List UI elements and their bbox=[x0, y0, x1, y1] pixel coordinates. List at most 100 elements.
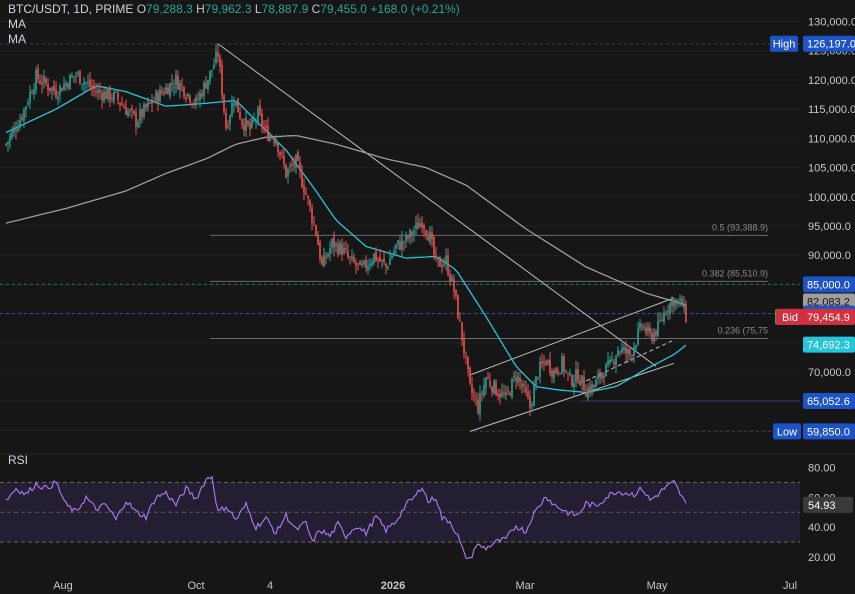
candle-body bbox=[255, 120, 257, 122]
candle-body bbox=[669, 303, 671, 315]
price-tick-label: 70,000.0 bbox=[808, 367, 851, 379]
candle-body bbox=[601, 373, 603, 379]
candle-body bbox=[95, 91, 97, 93]
candle-body bbox=[79, 70, 81, 85]
candle-body bbox=[315, 225, 317, 235]
candle-body bbox=[373, 253, 375, 264]
axis-price-tag bbox=[803, 35, 855, 52]
candle-body bbox=[331, 239, 333, 248]
candle-body bbox=[431, 232, 433, 240]
candle-body bbox=[521, 383, 523, 387]
candle-body bbox=[197, 98, 199, 100]
candle-body bbox=[313, 222, 315, 224]
candle-body bbox=[681, 298, 683, 307]
candle-body bbox=[477, 399, 479, 413]
candle-body bbox=[469, 367, 471, 384]
candle-body bbox=[395, 244, 397, 249]
symbol-label[interactable]: BTC/USDT, 1D, PRIME bbox=[8, 2, 134, 16]
candles bbox=[5, 43, 687, 421]
side-label-text: High bbox=[773, 39, 796, 51]
candle-body bbox=[121, 104, 123, 106]
candle-body bbox=[495, 381, 497, 396]
time-tick-label: May bbox=[647, 580, 668, 592]
candle-body bbox=[295, 154, 297, 169]
close-value: 79,455.0 bbox=[320, 2, 367, 16]
candle-body bbox=[71, 75, 73, 78]
candle-body bbox=[397, 240, 399, 244]
candle-body bbox=[211, 69, 213, 71]
candle-body bbox=[361, 263, 363, 266]
candle-body bbox=[57, 97, 59, 100]
candle-body bbox=[173, 86, 175, 88]
ma-indicator-1[interactable]: MA bbox=[8, 17, 26, 31]
price-tick-label: 115,000.0 bbox=[808, 104, 855, 116]
ma-indicator-2[interactable]: MA bbox=[8, 32, 26, 46]
candle-body bbox=[543, 361, 545, 363]
candle-body bbox=[479, 393, 481, 415]
candle-body bbox=[317, 236, 319, 246]
candle-body bbox=[417, 222, 419, 230]
candle-body bbox=[649, 327, 651, 333]
candle-body bbox=[377, 259, 379, 261]
candle-body bbox=[241, 119, 243, 125]
candle-body bbox=[155, 91, 157, 102]
candle-body bbox=[45, 78, 47, 84]
price-axis[interactable]: 130,000.0125,000.0120,000.0115,000.0110,… bbox=[808, 17, 855, 438]
rsi-title[interactable]: RSI bbox=[8, 453, 29, 467]
candle-body bbox=[367, 265, 369, 271]
candle-body bbox=[597, 374, 599, 379]
candle-body bbox=[59, 85, 61, 96]
candle-body bbox=[307, 196, 309, 198]
candle-body bbox=[595, 379, 597, 388]
candle-body bbox=[217, 52, 219, 57]
candle-body bbox=[35, 70, 37, 91]
candle-body bbox=[385, 263, 387, 267]
candle-body bbox=[209, 70, 211, 81]
candle-body bbox=[165, 87, 167, 94]
candle-body bbox=[169, 83, 171, 97]
time-axis[interactable]: Aug Oct 4 2026 Mar May Jul bbox=[53, 580, 797, 592]
candle-body bbox=[645, 327, 647, 334]
candle-body bbox=[13, 126, 15, 133]
axis-price-tag bbox=[803, 308, 855, 325]
candle-body bbox=[149, 102, 151, 104]
candle-body bbox=[131, 107, 133, 111]
candle-body bbox=[113, 91, 115, 101]
candle-body bbox=[253, 119, 255, 121]
side-label-tag bbox=[776, 308, 804, 325]
candle-body bbox=[51, 87, 53, 92]
candle-body bbox=[425, 230, 427, 236]
candle-body bbox=[613, 361, 615, 365]
change-value: +168.0 (+0.21%) bbox=[370, 2, 460, 16]
candle-body bbox=[659, 319, 661, 321]
price-tags: High126,197.085,000.082,083.280,000.0Ask… bbox=[770, 35, 855, 440]
candle-body bbox=[485, 378, 487, 388]
candle-body bbox=[585, 392, 587, 397]
candle-body bbox=[577, 369, 579, 383]
channel-upper-line bbox=[469, 297, 675, 376]
candle-body bbox=[343, 248, 345, 254]
candle-body bbox=[383, 258, 385, 263]
candle-body bbox=[509, 392, 511, 396]
candle-body bbox=[11, 130, 13, 138]
candle-body bbox=[161, 90, 163, 93]
candle-body bbox=[191, 103, 193, 105]
axis-price-tag bbox=[803, 392, 855, 409]
candle-body bbox=[453, 279, 455, 292]
candle-body bbox=[583, 376, 585, 391]
candle-body bbox=[561, 355, 563, 373]
candle-body bbox=[299, 162, 301, 171]
candle-body bbox=[641, 324, 643, 327]
candle-body bbox=[31, 93, 33, 95]
candle-body bbox=[355, 262, 357, 266]
candle-body bbox=[685, 304, 687, 322]
candle-body bbox=[327, 253, 329, 257]
candle-body bbox=[463, 338, 465, 354]
fib-retracement[interactable]: 0.5 (93,388.9) 0.382 (85,510.9) 0.236 (75,… bbox=[0, 43, 800, 432]
candle-body bbox=[269, 135, 271, 141]
candle-body bbox=[523, 384, 525, 387]
candle-body bbox=[575, 369, 577, 382]
price-tick-label: 120,000.0 bbox=[808, 75, 855, 87]
